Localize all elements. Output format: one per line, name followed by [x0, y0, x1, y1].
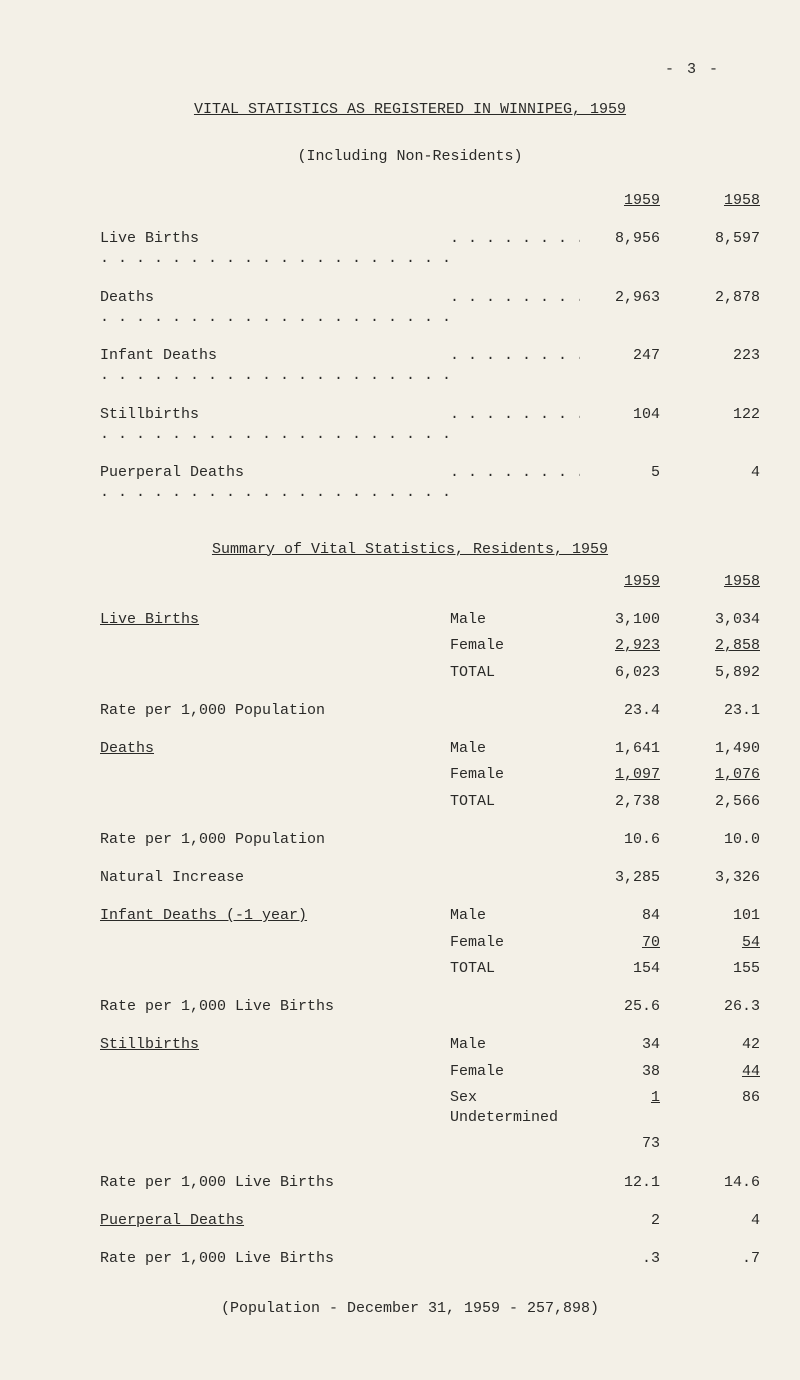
row-stillbirths: Stillbirths 104 122 [100, 405, 720, 446]
val-1959: 8,956 [580, 229, 660, 270]
deaths-total: TOTAL 2,738 2,566 [100, 792, 720, 812]
row-puerperal-deaths: Puerperal Deaths 5 4 [100, 463, 720, 504]
year-1959: 1959 [580, 191, 660, 211]
rate-live-puerperal: Rate per 1,000 Live Births .3 .7 [100, 1249, 720, 1269]
section-title: Summary of Vital Statistics, Residents, … [100, 540, 720, 560]
row-deaths: Deaths 2,963 2,878 [100, 288, 720, 329]
title: VITAL STATISTICS AS REGISTERED IN WINNIP… [100, 100, 720, 120]
live-births-female: Female 2,923 2,858 [100, 636, 720, 656]
stillbirths-male: Stillbirths Male 34 42 [100, 1035, 720, 1055]
page-number: - 3 - [100, 60, 720, 80]
stillbirths-total: 73 [100, 1134, 720, 1154]
subtitle: (Including Non-Residents) [100, 147, 720, 167]
stillbirths-undet: Sex Undetermined 1 86 [100, 1088, 720, 1129]
rate-pop-births: Rate per 1,000 Population 23.4 23.1 [100, 701, 720, 721]
rate-pop-deaths: Rate per 1,000 Population 10.6 10.0 [100, 830, 720, 850]
live-births-male: Live Births Male 3,100 3,034 [100, 610, 720, 630]
row-live-births: Live Births 8,956 8,597 [100, 229, 720, 270]
deaths-female: Female 1,097 1,076 [100, 765, 720, 785]
infant-deaths-male: Infant Deaths (-1 year) Male 84 101 [100, 906, 720, 926]
label: Live Births [100, 229, 450, 270]
stillbirths-female: Female 38 44 [100, 1062, 720, 1082]
year-header-row-2: 1959 1958 [100, 572, 720, 592]
title-text: VITAL STATISTICS AS REGISTERED IN WINNIP… [194, 101, 626, 118]
puerperal-deaths: Puerperal Deaths 2 4 [100, 1211, 720, 1231]
live-births-total: TOTAL 6,023 5,892 [100, 663, 720, 683]
year-header-row: 1959 1958 [100, 191, 720, 211]
rate-live-infant: Rate per 1,000 Live Births 25.6 26.3 [100, 997, 720, 1017]
val-1958: 8,597 [660, 229, 760, 270]
footnote: (Population - December 31, 1959 - 257,89… [100, 1299, 720, 1319]
infant-deaths-total: TOTAL 154 155 [100, 959, 720, 979]
natural-increase: Natural Increase 3,285 3,326 [100, 868, 720, 888]
row-infant-deaths: Infant Deaths 247 223 [100, 346, 720, 387]
rate-live-still: Rate per 1,000 Live Births 12.1 14.6 [100, 1173, 720, 1193]
deaths-male: Deaths Male 1,641 1,490 [100, 739, 720, 759]
year-1958: 1958 [660, 191, 760, 211]
infant-deaths-female: Female 70 54 [100, 933, 720, 953]
